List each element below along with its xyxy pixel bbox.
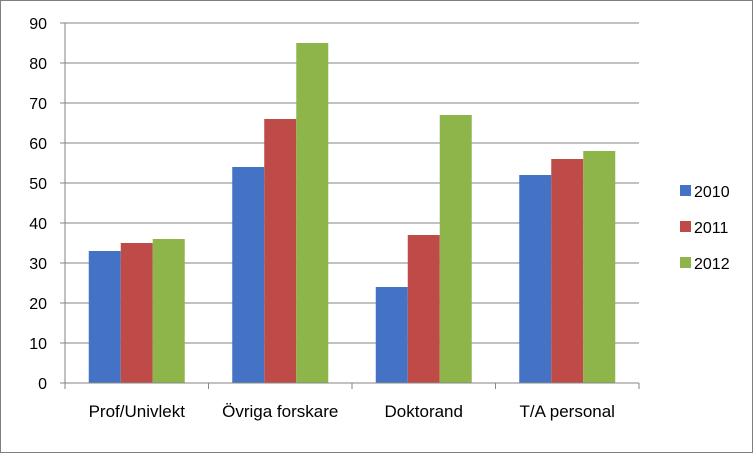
legend-swatch-2011 xyxy=(680,221,691,232)
bars xyxy=(88,43,616,383)
legend-label: 2010 xyxy=(694,184,730,201)
category-label: Övriga forskare xyxy=(222,402,338,421)
bar-2011-4 xyxy=(551,159,584,383)
bar-2011-2 xyxy=(264,119,297,383)
bar-2010-3 xyxy=(375,287,408,383)
bar-2011-1 xyxy=(120,243,153,383)
y-tick-label: 30 xyxy=(29,256,47,273)
legend: 2010 2011 2012 xyxy=(680,184,730,273)
bar-2012-1 xyxy=(152,239,185,383)
y-tick-label: 60 xyxy=(29,136,47,153)
y-tick-label: 40 xyxy=(29,216,47,233)
legend-label: 2011 xyxy=(694,220,729,237)
bar-2010-1 xyxy=(88,251,121,383)
y-axis: 0 10 20 30 40 50 60 70 80 90 xyxy=(29,16,66,393)
category-label: T/A personal xyxy=(520,402,615,421)
x-axis: Prof/Univlekt Övriga forskare Doktorand T/A… xyxy=(64,382,640,421)
category-label: Doktorand xyxy=(385,402,463,421)
legend-swatch-2012 xyxy=(680,257,691,268)
category-label: Prof/Univlekt xyxy=(89,402,186,421)
y-tick-label: 70 xyxy=(29,96,47,113)
y-tick-label: 10 xyxy=(29,336,47,353)
y-tick-label: 20 xyxy=(29,296,47,313)
bar-2010-4 xyxy=(519,175,552,383)
bar-2012-2 xyxy=(296,43,329,383)
bar-2012-4 xyxy=(583,151,616,383)
bar-2012-3 xyxy=(439,115,472,383)
bar-2011-3 xyxy=(407,235,440,383)
y-tick-label: 50 xyxy=(29,176,47,193)
y-tick-label: 0 xyxy=(38,376,47,393)
bar-2010-2 xyxy=(232,167,265,383)
y-tick-label: 80 xyxy=(29,56,47,73)
y-tick-label: 90 xyxy=(29,16,47,33)
legend-label: 2012 xyxy=(694,256,730,273)
legend-swatch-2010 xyxy=(680,185,691,196)
